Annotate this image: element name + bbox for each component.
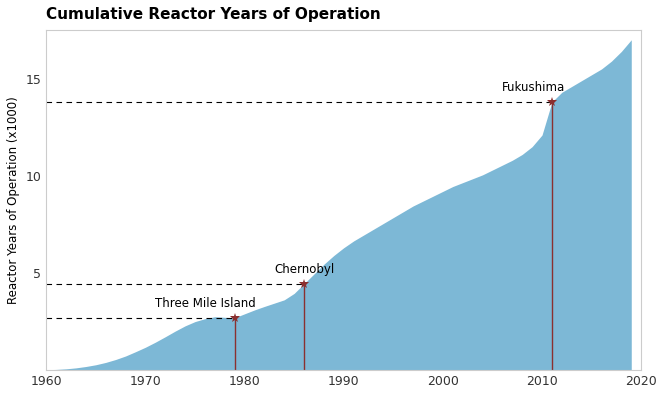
Text: Chernobyl: Chernobyl: [274, 263, 335, 276]
Text: Cumulative Reactor Years of Operation: Cumulative Reactor Years of Operation: [46, 7, 381, 22]
Text: Three Mile Island: Three Mile Island: [155, 297, 256, 310]
Text: Fukushima: Fukushima: [503, 81, 566, 94]
Y-axis label: Reactor Years of Operation (x1000): Reactor Years of Operation (x1000): [7, 96, 20, 304]
